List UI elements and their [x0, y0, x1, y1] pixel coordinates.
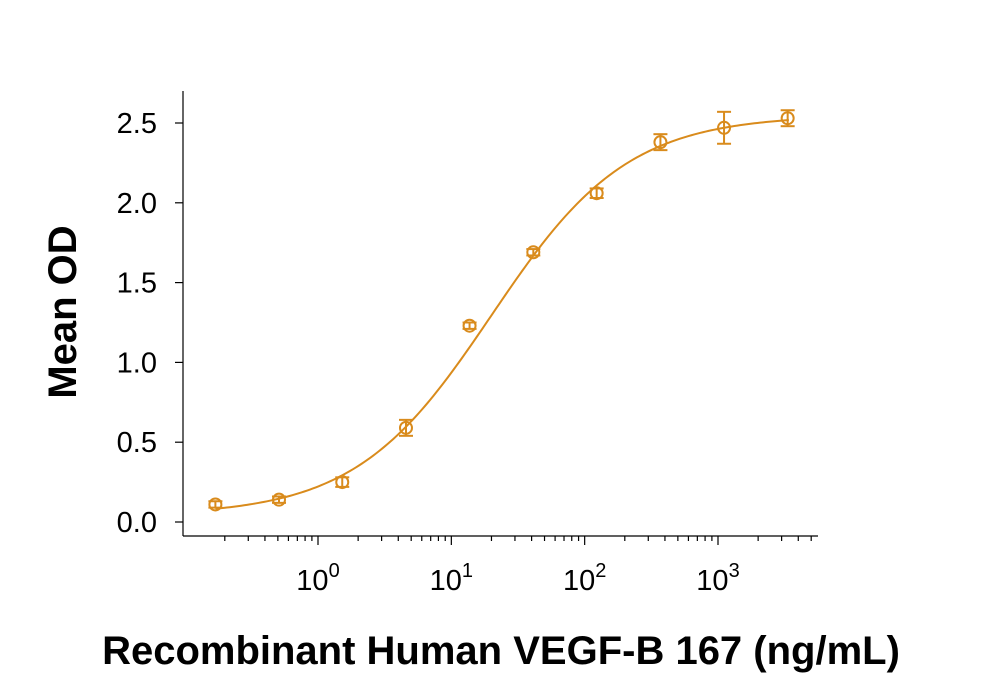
x-tick-label: 100 [296, 560, 339, 597]
point-marker [589, 186, 604, 201]
axes [175, 91, 818, 545]
fit-curve [215, 119, 789, 510]
data-point [717, 110, 732, 145]
y-tick-label: 2.0 [117, 188, 157, 220]
data-point [526, 245, 541, 260]
y-tick-label: 2.5 [117, 108, 157, 140]
data-point [398, 418, 413, 437]
point-marker [398, 420, 413, 435]
point-marker [780, 111, 795, 126]
data-point [780, 109, 795, 128]
x-axis-title: Recombinant Human VEGF-B 167 (ng/mL) [102, 629, 900, 673]
point-marker [462, 318, 477, 333]
data-point [272, 492, 287, 507]
data-point [335, 475, 350, 490]
point-marker [335, 475, 350, 490]
x-tick-label: 102 [563, 560, 606, 597]
point-marker [653, 135, 668, 150]
y-tick-label: 0.5 [117, 427, 157, 459]
y-tick-label: 0.0 [117, 507, 157, 539]
point-marker [717, 120, 732, 135]
data-point [653, 133, 668, 152]
fit-curve-layer [215, 119, 789, 510]
data-point [462, 318, 477, 333]
point-marker [526, 245, 541, 260]
x-tick-label: 101 [430, 560, 473, 597]
x-tick-label: 103 [696, 560, 739, 597]
point-marker [272, 492, 287, 507]
y-tick-label: 1.0 [117, 347, 157, 379]
tick-labels-layer: 0.0 0.5 1.0 1.5 2.0 2.5 100 101 102 103 [117, 108, 740, 597]
y-axis-title: Mean OD [41, 225, 85, 398]
point-marker [208, 497, 223, 512]
data-point [208, 497, 223, 512]
data-points-layer [208, 109, 795, 512]
y-tick-label: 1.5 [117, 268, 157, 300]
data-point [589, 186, 604, 201]
